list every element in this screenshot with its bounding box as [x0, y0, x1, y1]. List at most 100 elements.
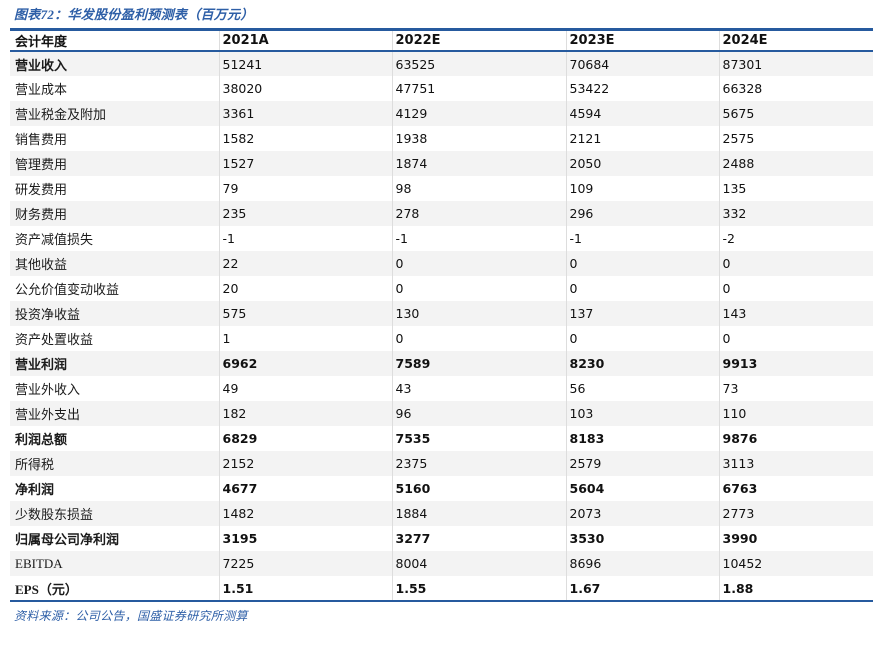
row-value: 0 — [565, 326, 719, 351]
column-header-2023e: 2023E — [565, 29, 719, 51]
row-value: 0 — [391, 251, 566, 276]
row-value: 1582 — [218, 126, 392, 151]
row-value: 7225 — [218, 551, 392, 576]
row-value: 49 — [218, 376, 392, 401]
row-value: 6763 — [718, 476, 873, 501]
row-value: 4129 — [391, 101, 566, 126]
row-value: 9876 — [718, 426, 873, 451]
row-label: 销售费用 — [15, 132, 68, 147]
row-value: 22 — [218, 251, 392, 276]
table-body: 营业收入 51241 63525 70684 87301 营业成本 38020 47751 53… — [10, 51, 873, 601]
row-value: 137 — [565, 301, 719, 326]
row-label: 其他收益 — [15, 257, 68, 272]
row-value: 5604 — [565, 476, 719, 501]
table-row: 管理费用 1527 1874 2050 2488 — [10, 151, 873, 176]
table-row: 其他收益 22 0 0 0 — [10, 251, 873, 276]
row-value: 51241 — [218, 51, 392, 76]
table-row: 少数股东损益 1482 1884 2073 2773 — [10, 501, 873, 526]
row-value: 1884 — [391, 501, 566, 526]
row-label: EPS（元） — [15, 581, 78, 597]
row-value: 1.51 — [218, 576, 392, 601]
profit-forecast-table: 会计年度 2021A 2022E 2023E 2024E 营业收入 51241 63… — [10, 28, 873, 602]
source-note: 资料来源：公司公告，国盛证券研究所测算 — [14, 609, 248, 623]
column-header-2021a: 2021A — [218, 29, 392, 51]
table-row: EBITDA 7225 8004 8696 10452 — [10, 551, 873, 576]
row-label: 净利润 — [15, 482, 55, 497]
row-value: 96 — [391, 401, 566, 426]
table-row: 营业成本 38020 47751 53422 66328 — [10, 76, 873, 101]
row-value: 296 — [565, 201, 719, 226]
column-header-2022e: 2022E — [391, 29, 566, 51]
row-value: 182 — [218, 401, 392, 426]
row-value: 56 — [565, 376, 719, 401]
row-value: 1.88 — [718, 576, 873, 601]
table-row: 投资净收益 575 130 137 143 — [10, 301, 873, 326]
row-value: 70684 — [565, 51, 719, 76]
row-value: 79 — [218, 176, 392, 201]
figure-title: 图表72：华发股份盈利预测表（百万元） — [14, 7, 254, 22]
row-label: 营业利润 — [15, 357, 68, 372]
table-row: 营业外支出 182 96 103 110 — [10, 401, 873, 426]
row-value: 1.67 — [565, 576, 719, 601]
row-value: 332 — [718, 201, 873, 226]
row-value: 1482 — [218, 501, 392, 526]
column-header-fiscal-year: 会计年度 — [15, 34, 68, 49]
row-value: 3113 — [718, 451, 873, 476]
row-value: 3530 — [565, 526, 719, 551]
table-row: 归属母公司净利润 3195 3277 3530 3990 — [10, 526, 873, 551]
row-value: 2050 — [565, 151, 719, 176]
row-value: 8004 — [391, 551, 566, 576]
row-label: 所得税 — [15, 457, 55, 472]
table-header-row: 会计年度 2021A 2022E 2023E 2024E — [10, 29, 873, 51]
row-value: 1874 — [391, 151, 566, 176]
table-row: 营业外收入 49 43 56 73 — [10, 376, 873, 401]
row-value: -2 — [718, 226, 873, 251]
table-row: 资产减值损失 -1 -1 -1 -2 — [10, 226, 873, 251]
row-value: 0 — [391, 326, 566, 351]
row-value: 2375 — [391, 451, 566, 476]
row-value: 47751 — [391, 76, 566, 101]
row-value: 6962 — [218, 351, 392, 376]
row-value: 278 — [391, 201, 566, 226]
row-value: 3277 — [391, 526, 566, 551]
row-label: 归属母公司净利润 — [15, 532, 120, 547]
row-value: 3361 — [218, 101, 392, 126]
row-value: 130 — [391, 301, 566, 326]
row-value: 135 — [718, 176, 873, 201]
table-row: 销售费用 1582 1938 2121 2575 — [10, 126, 873, 151]
row-value: 575 — [218, 301, 392, 326]
row-label: 资产减值损失 — [15, 232, 94, 247]
row-value: 10452 — [718, 551, 873, 576]
table-row: 净利润 4677 5160 5604 6763 — [10, 476, 873, 501]
table-row: 研发费用 79 98 109 135 — [10, 176, 873, 201]
row-value: 7535 — [391, 426, 566, 451]
row-value: 2575 — [718, 126, 873, 151]
row-value: 1938 — [391, 126, 566, 151]
row-value: 2152 — [218, 451, 392, 476]
row-value: 0 — [718, 276, 873, 301]
row-value: -1 — [218, 226, 392, 251]
row-value: 4677 — [218, 476, 392, 501]
row-value: 53422 — [565, 76, 719, 101]
row-value: -1 — [565, 226, 719, 251]
row-value: 0 — [718, 251, 873, 276]
table-row: 财务费用 235 278 296 332 — [10, 201, 873, 226]
row-value: 109 — [565, 176, 719, 201]
row-value: 235 — [218, 201, 392, 226]
row-value: 2488 — [718, 151, 873, 176]
row-value: 9913 — [718, 351, 873, 376]
row-value: 43 — [391, 376, 566, 401]
row-label: 投资净收益 — [15, 307, 81, 322]
row-value: 66328 — [718, 76, 873, 101]
row-value: 7589 — [391, 351, 566, 376]
row-value: 5160 — [391, 476, 566, 501]
table-row: 公允价值变动收益 20 0 0 0 — [10, 276, 873, 301]
row-value: 103 — [565, 401, 719, 426]
row-value: 38020 — [218, 76, 392, 101]
row-value: -1 — [391, 226, 566, 251]
row-value: 2121 — [565, 126, 719, 151]
table-row: 资产处置收益 1 0 0 0 — [10, 326, 873, 351]
row-value: 3195 — [218, 526, 392, 551]
row-value: 2773 — [718, 501, 873, 526]
row-value: 0 — [565, 276, 719, 301]
